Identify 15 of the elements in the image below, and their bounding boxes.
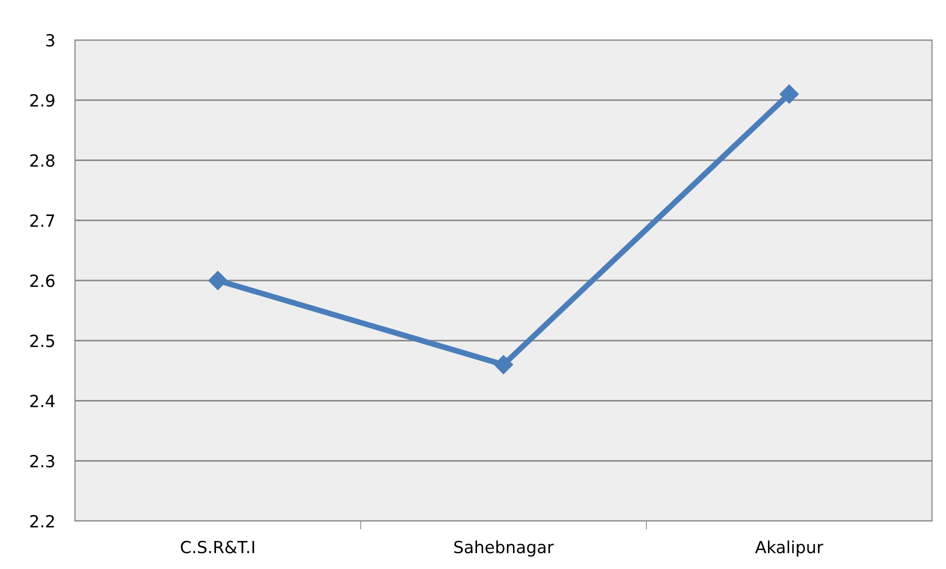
point [780, 84, 799, 104]
x-tick-label: Sahebnagar [454, 540, 554, 557]
x-tick-label: C.S.R&T.I [180, 540, 254, 554]
point [494, 355, 514, 374]
y-tick-label: 2.6 [30, 274, 55, 288]
y-tick-label: 2.7 [30, 214, 54, 227]
y-tick-label: 2.5 [30, 334, 54, 348]
y-tick-label: 2.8 [30, 154, 54, 167]
x-tick-label: Akalipur [755, 540, 824, 557]
point [208, 270, 228, 290]
y-tick-label: 3 [46, 34, 54, 47]
y-tick-label: 2.3 [30, 454, 54, 468]
y-tick-label: 2.2 [30, 514, 54, 528]
y-tick-label: 2.9 [30, 94, 54, 107]
y-tick-label: 2.4 [30, 394, 55, 408]
